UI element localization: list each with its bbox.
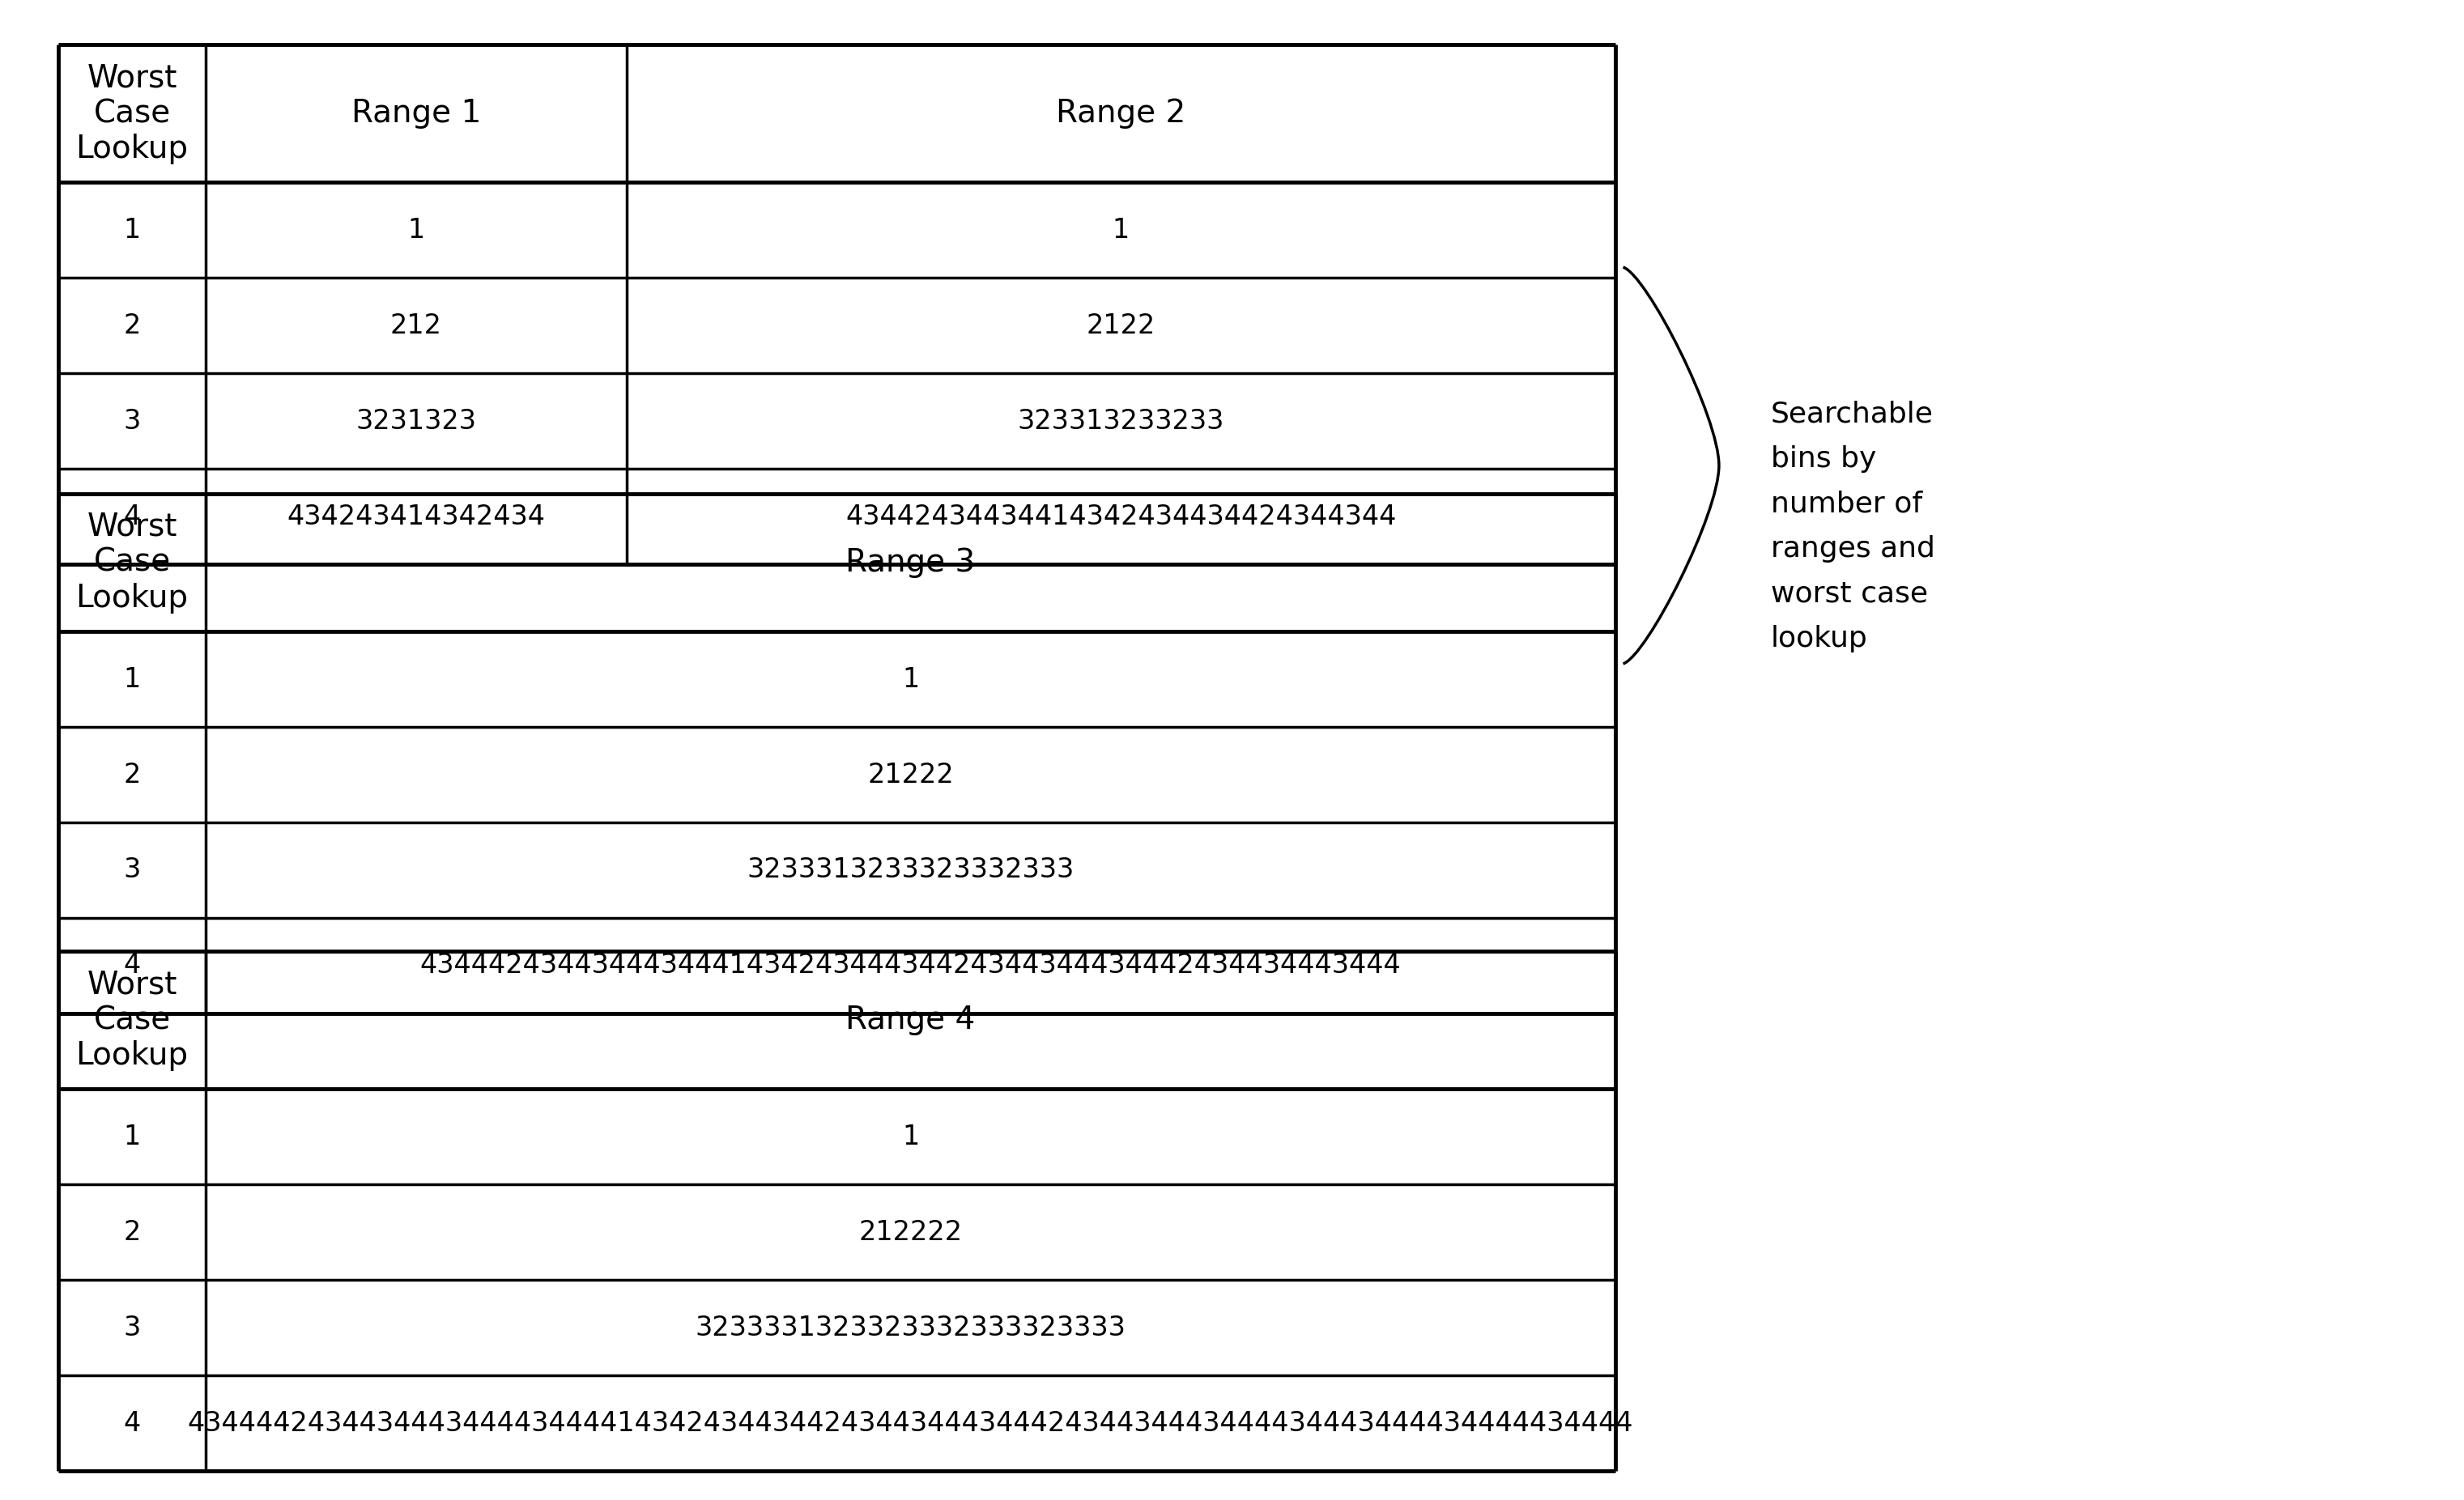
Text: 3233313233323332333: 3233313233323332333 xyxy=(747,856,1074,884)
Text: Worst
Case
Lookup: Worst Case Lookup xyxy=(76,512,187,614)
Text: Worst
Case
Lookup: Worst Case Lookup xyxy=(76,969,187,1071)
Bar xyxy=(59,951,1616,1472)
Bar xyxy=(59,494,1616,1014)
Text: 434243414342434: 434243414342434 xyxy=(286,502,545,530)
Text: 3231323: 3231323 xyxy=(355,408,476,435)
Text: 1: 1 xyxy=(123,1124,140,1150)
Text: Range 4: Range 4 xyxy=(845,1005,976,1035)
Text: 43442434434414342434434424344344: 43442434434414342434434424344344 xyxy=(845,502,1397,530)
Text: 212222: 212222 xyxy=(857,1218,963,1245)
Text: 3: 3 xyxy=(123,408,140,435)
Text: 2122: 2122 xyxy=(1087,312,1156,339)
Text: 3: 3 xyxy=(123,856,140,884)
Text: 43444424344344434444344441434243443442434434443444243443444344443444344443444443: 4344442434434443444434444143424344344243… xyxy=(187,1410,1634,1437)
Text: 2: 2 xyxy=(123,762,140,788)
Text: Range 3: Range 3 xyxy=(845,548,976,578)
Text: 3: 3 xyxy=(123,1314,140,1341)
Text: 2: 2 xyxy=(123,1218,140,1245)
Text: 3233331323323332333323333: 3233331323323332333323333 xyxy=(695,1314,1126,1341)
Text: 2: 2 xyxy=(123,312,140,339)
Text: 1: 1 xyxy=(123,216,140,243)
Text: 4: 4 xyxy=(123,952,140,980)
Text: 1: 1 xyxy=(902,1124,919,1150)
Text: 4: 4 xyxy=(123,502,140,530)
Text: Range 2: Range 2 xyxy=(1057,98,1185,129)
Text: Worst
Case
Lookup: Worst Case Lookup xyxy=(76,63,187,165)
Text: 1: 1 xyxy=(902,666,919,693)
Text: 1: 1 xyxy=(1111,216,1129,243)
Bar xyxy=(59,45,1616,564)
Text: 212: 212 xyxy=(389,312,441,339)
Text: Searchable
bins by
number of
ranges and
worst case
lookup: Searchable bins by number of ranges and … xyxy=(1772,401,1934,653)
Text: 21222: 21222 xyxy=(867,762,954,788)
Text: 1: 1 xyxy=(407,216,424,243)
Text: Range 1: Range 1 xyxy=(352,98,480,129)
Text: 1: 1 xyxy=(123,666,140,693)
Text: 323313233233: 323313233233 xyxy=(1018,408,1225,435)
Text: 4: 4 xyxy=(123,1410,140,1437)
Text: 434442434434443444143424344434424344344434442434434443444: 4344424344344434441434243444344243443444… xyxy=(419,952,1402,980)
